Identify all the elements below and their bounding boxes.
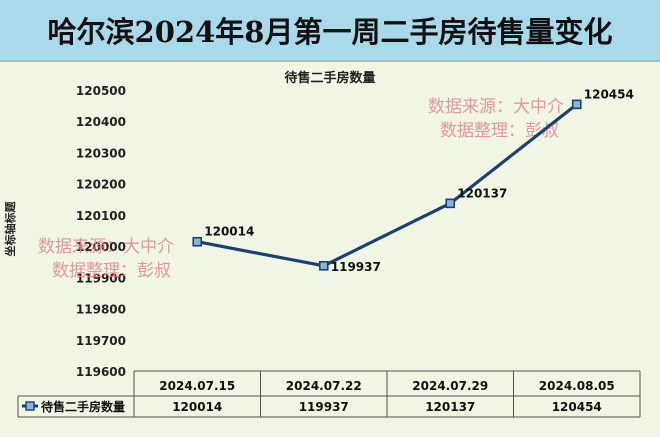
title-banner: 哈尔滨2024年8月第一周二手房待售量变化 [0, 0, 660, 62]
y-tick-label: 120200 [76, 178, 126, 192]
watermark-left-line2: 数据整理：彭叔 [52, 261, 171, 281]
x-category-label: 2024.07.15 [159, 379, 235, 393]
table-value: 120137 [425, 400, 475, 414]
y-tick-label: 120500 [76, 84, 126, 98]
chart-title: 待售二手房数量 [283, 70, 375, 86]
watermark-right-line1: 数据来源：大中介 [428, 97, 564, 117]
y-tick-label: 120400 [76, 115, 126, 129]
series-line-group: 120014 119937 120137 120454 [192, 87, 634, 274]
y-tick-label: 119700 [76, 334, 126, 348]
data-label: 119937 [331, 260, 381, 274]
table-value: 120454 [552, 400, 602, 414]
data-label: 120137 [457, 186, 507, 200]
data-label: 120014 [204, 225, 254, 239]
y-tick-label: 119800 [76, 303, 126, 317]
table-value: 120014 [172, 400, 222, 414]
data-table: 2024.07.15 120014 2024.07.22 119937 2024.07.… [17, 370, 641, 418]
watermark-right: 数据来源：大中介 数据整理：彭叔 [428, 97, 564, 141]
x-category-label: 2024.07.22 [286, 379, 362, 393]
y-tick-label: 119600 [76, 365, 126, 379]
y-tick-label: 120000 [76, 240, 126, 254]
table-value: 119937 [299, 400, 349, 414]
watermark-left: 数据来源：大中介 数据整理：彭叔 [38, 237, 174, 281]
data-point [192, 236, 203, 247]
series-line [196, 103, 578, 268]
legend-marker-swatch [25, 401, 35, 411]
x-category-label: 2024.07.29 [412, 379, 488, 393]
y-tick-label: 119900 [76, 271, 126, 285]
legend-series-label: 待售二手房数量 [41, 399, 125, 414]
watermark-right-line2: 数据整理：彭叔 [440, 121, 559, 141]
y-axis-title: 坐标轴标题 [3, 201, 17, 257]
data-point [445, 198, 456, 209]
watermark-left-line1: 数据来源：大中介 [38, 237, 174, 257]
data-point [318, 260, 329, 271]
y-tick-label: 120100 [76, 209, 126, 223]
page-title: 哈尔滨2024年8月第一周二手房待售量变化 [47, 15, 613, 49]
data-point [571, 99, 582, 110]
y-tick-label: 120300 [76, 146, 126, 160]
data-label: 120454 [584, 87, 634, 101]
y-axis-ticks: 120500 120400 120300 120200 120100 120000 1199… [76, 84, 126, 379]
x-category-label: 2024.08.05 [539, 379, 615, 393]
